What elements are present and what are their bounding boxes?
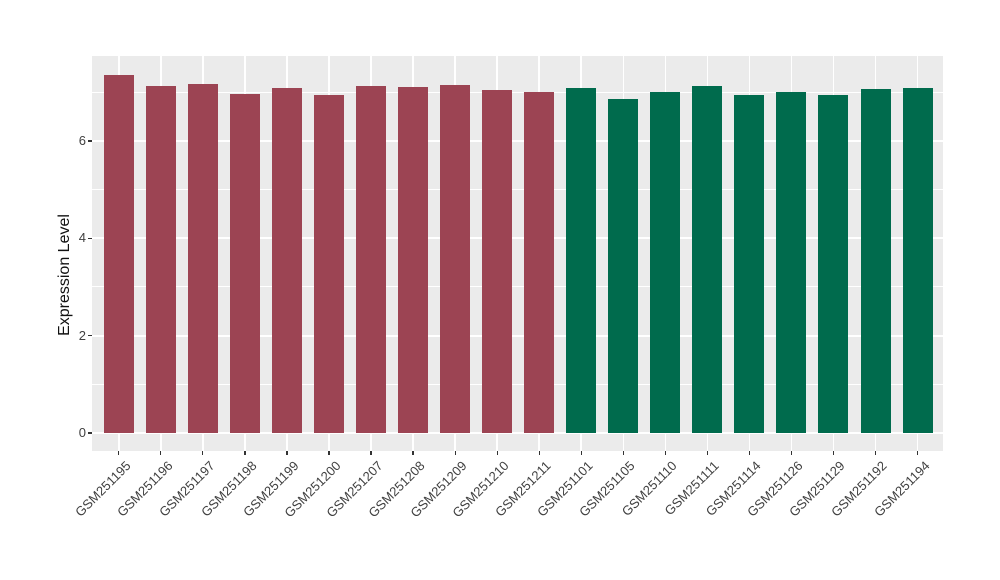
x-tick-mark <box>706 451 708 455</box>
minor-gridline <box>92 383 943 385</box>
bar-GSM251198 <box>229 93 260 433</box>
bar-GSM251126 <box>776 92 807 433</box>
bar-GSM251101 <box>566 88 597 433</box>
bar-GSM251105 <box>608 98 639 433</box>
bar-GSM251129 <box>818 94 849 433</box>
x-tick-mark <box>118 451 120 455</box>
minor-gridline <box>92 189 943 191</box>
bar-GSM251200 <box>314 94 344 433</box>
x-tick-mark <box>412 451 414 455</box>
x-tick-mark <box>244 451 246 455</box>
major-gridline <box>92 334 943 337</box>
major-gridline <box>92 432 943 434</box>
y-tick-label: 4 <box>78 230 86 246</box>
minor-gridline <box>92 286 943 288</box>
x-tick-mark <box>916 451 919 455</box>
major-gridline <box>92 237 943 240</box>
bar-GSM251208 <box>398 87 429 433</box>
bar-GSM251207 <box>356 85 387 433</box>
x-tick-mark <box>874 451 877 455</box>
bar-GSM251211 <box>524 92 555 433</box>
x-tick-mark <box>160 451 162 455</box>
y-tick-mark <box>88 237 92 239</box>
x-tick-mark <box>454 451 456 455</box>
x-tick-mark <box>580 451 582 455</box>
bar-GSM251196 <box>145 85 176 433</box>
minor-gridline <box>92 91 943 93</box>
bar-GSM251114 <box>734 94 765 433</box>
x-tick-mark <box>286 451 288 455</box>
y-tick-label: 2 <box>78 327 86 343</box>
x-tick-mark <box>538 451 540 455</box>
x-tick-mark <box>370 451 372 455</box>
major-gridline <box>92 139 943 142</box>
bar-GSM251110 <box>650 92 681 433</box>
plot-panel <box>92 56 943 451</box>
x-tick-mark <box>832 451 835 455</box>
bar-GSM251192 <box>860 89 891 433</box>
bar-GSM251111 <box>692 85 723 433</box>
x-tick-mark <box>496 451 498 455</box>
y-tick-label: 0 <box>78 425 86 440</box>
bar-GSM251210 <box>482 89 513 433</box>
y-tick-mark <box>88 432 92 434</box>
x-tick-mark <box>790 451 793 455</box>
y-tick-mark <box>88 140 92 142</box>
bar-GSM251209 <box>440 84 471 433</box>
y-tick-label: 6 <box>78 132 86 148</box>
x-tick-mark <box>622 451 624 455</box>
y-tick-mark <box>88 335 92 337</box>
bar-GSM251195 <box>103 74 134 433</box>
x-tick-mark <box>202 451 204 455</box>
x-tick-mark <box>664 451 666 455</box>
x-tick-mark <box>748 451 750 455</box>
bar-GSM251199 <box>271 88 302 433</box>
bar-GSM251194 <box>902 87 933 433</box>
x-tick-mark <box>328 451 330 455</box>
bar-GSM251197 <box>187 83 218 433</box>
